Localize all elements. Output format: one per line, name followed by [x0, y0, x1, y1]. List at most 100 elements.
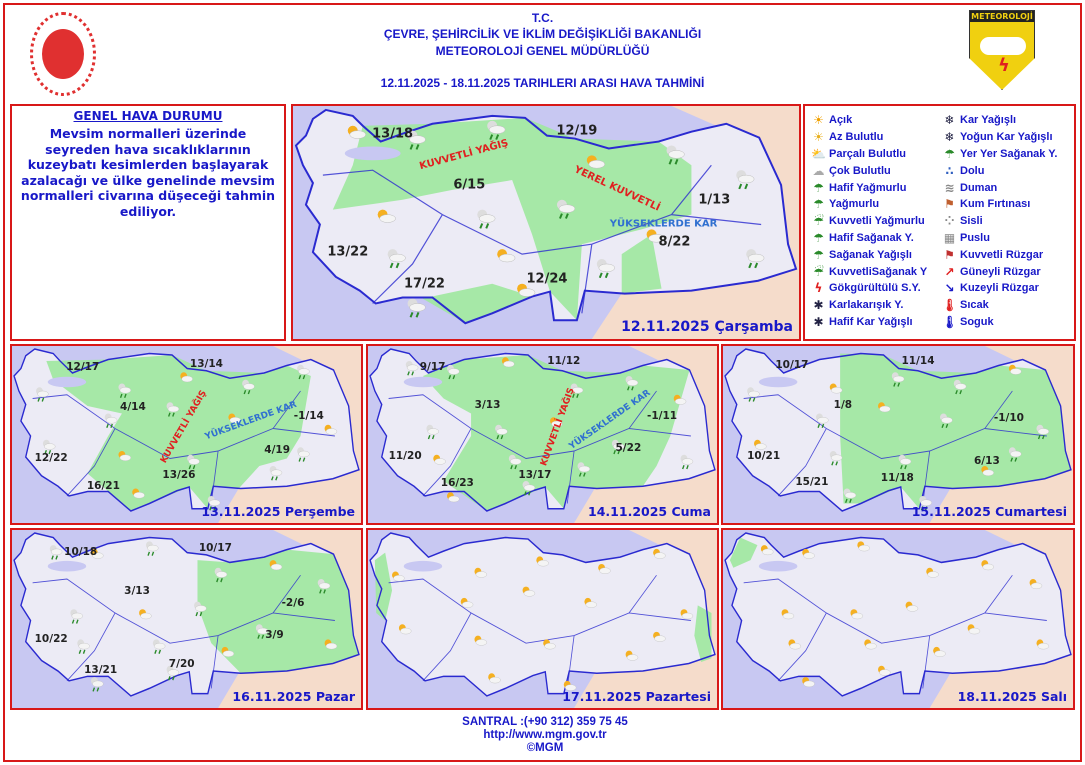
- temperature-label: 12/24: [526, 271, 568, 287]
- rain-weather-icon: [426, 424, 439, 440]
- legend-item: ∴ Dolu: [942, 162, 1068, 179]
- rain-weather-icon: [666, 145, 685, 165]
- legend-label: Dolu: [960, 164, 985, 177]
- legend-label: Karlakarışık Y.: [829, 299, 904, 312]
- header-ministry: ÇEVRE, ŞEHİRCİLİK VE İKLİM DEĞİŞİKLİĞİ B…: [383, 27, 702, 41]
- partly-cloudy-weather-icon: [1008, 364, 1022, 375]
- legend-item: ☂ Hafif Yağmurlu: [811, 179, 942, 196]
- legend-label: Az Bulutlu: [829, 131, 884, 144]
- rain-icon: ☂: [813, 197, 824, 212]
- cloudy-icon: ☁: [812, 163, 825, 178]
- legend-item: ✱ Karlakarışık Y.: [811, 297, 942, 314]
- rain-weather-icon: [166, 665, 180, 681]
- temperature-label: 10/17: [775, 359, 809, 372]
- legend-label: Hafif Yağmurlu: [829, 181, 907, 194]
- legend-item: ≋ Duman: [942, 179, 1068, 196]
- legend-item: ⚑ Kuvvetli Rüzgar: [942, 246, 1068, 263]
- legend-item: ⚑ Kum Fırtınası: [942, 196, 1068, 213]
- rain-weather-icon: [194, 601, 207, 617]
- rain-weather-icon: [577, 462, 591, 477]
- rain-weather-icon: [145, 541, 159, 556]
- cold-thermometer-icon: 🌡: [942, 314, 958, 329]
- rain-weather-icon: [242, 379, 255, 395]
- forecast-map-day-7: 18.11.2025 Salı: [721, 528, 1075, 710]
- rain-weather-icon: [736, 170, 755, 190]
- temperature-label: 11/20: [388, 450, 422, 463]
- precipitation-area: [332, 117, 692, 321]
- precipitation-area: [422, 355, 690, 511]
- map-date-label: 17.11.2025 Pazartesi: [562, 689, 711, 704]
- rain-weather-icon: [898, 454, 912, 470]
- rain-weather-icon: [1008, 447, 1022, 462]
- footer-url[interactable]: http://www.mgm.gov.tr: [483, 729, 607, 741]
- partly-cloudy-weather-icon: [584, 597, 597, 608]
- legend-label: Sisli: [960, 215, 983, 228]
- map-date-label: 18.11.2025 Salı: [957, 689, 1067, 704]
- map-date-label: 14.11.2025 Cuma: [588, 504, 711, 519]
- legend-item: ☔ Kuvvetli Yağmurlu: [811, 213, 942, 230]
- rain-weather-icon: [207, 496, 221, 511]
- partly-cloudy-weather-icon: [850, 609, 864, 620]
- rain-weather-icon: [255, 624, 269, 639]
- rain-weather-icon: [42, 439, 56, 455]
- temperature-label: 4/14: [120, 400, 146, 413]
- legend-item: ✱ Hafif Kar Yağışlı: [811, 314, 942, 331]
- turkey-land: [725, 533, 1071, 696]
- partly-cloudy-weather-icon: [221, 646, 235, 657]
- rain-weather-icon: [447, 364, 460, 380]
- rain-weather-icon: [166, 402, 180, 417]
- map-date-label: 12.11.2025 Çarşamba: [621, 319, 793, 335]
- temperature-label: 3/13: [474, 399, 501, 412]
- partly-cloudy-weather-icon: [864, 639, 877, 650]
- temperature-label: -1/10: [993, 412, 1024, 424]
- temperature-label: 10/17: [198, 542, 232, 555]
- temperature-label: 10/18: [64, 545, 98, 558]
- partly-cloudy-weather-icon: [324, 639, 338, 650]
- partly-cloudy-weather-icon: [180, 372, 193, 383]
- forecast-map-day-6: 17.11.2025 Pazartesi: [366, 528, 719, 710]
- light-shower-icon: ☂: [813, 230, 824, 245]
- sandstorm-icon: ⚑: [944, 197, 955, 212]
- legend-item: ❄ Kar Yağışlı: [942, 112, 1068, 129]
- rain-weather-icon: [36, 387, 49, 402]
- legend-label: Gökgürültülü S.Y.: [829, 282, 921, 295]
- temperature-label: 10/22: [34, 632, 68, 645]
- temperature-label: 16/23: [440, 477, 474, 490]
- legend-item: 🌡 Soguk: [942, 314, 1068, 331]
- region-borders: [743, 390, 1047, 504]
- snow-icon: ❄: [944, 113, 955, 128]
- legend-label: Açık: [829, 114, 853, 127]
- legend-label: Kuzeyli Rüzgar: [960, 282, 1039, 295]
- partly-cloudy-weather-icon: [802, 677, 815, 688]
- region-borders: [388, 390, 691, 504]
- partly-cloudy-weather-icon: [377, 209, 396, 223]
- marmara-sea: [344, 146, 401, 161]
- legend-item: ↘ Kuzeyli Rüzgar: [942, 280, 1068, 297]
- partly-cloudy-weather-icon: [474, 567, 488, 578]
- legend-label: KuvvetliSağanak Y: [829, 265, 928, 278]
- legend-label: Kuvvetli Yağmurlu: [829, 215, 925, 228]
- partly-cloudy-weather-icon: [433, 454, 446, 465]
- rain-weather-icon: [829, 451, 843, 466]
- rain-weather-icon: [508, 454, 522, 470]
- rain-weather-icon: [680, 454, 694, 470]
- footer-phone: SANTRAL :(+90 312) 359 75 45: [462, 716, 628, 728]
- partly-cloudy-weather-icon: [760, 545, 774, 556]
- turkey-border: [724, 532, 1072, 697]
- legend-label: Güneyli Rüzgar: [960, 265, 1041, 278]
- rain-weather-icon: [816, 413, 829, 429]
- legend-label: Duman: [960, 181, 998, 194]
- heavy-rain-icon: ☔: [813, 214, 824, 229]
- partly-cloudy-weather-icon: [802, 548, 815, 559]
- partly-cloudy-weather-icon: [653, 631, 666, 642]
- legend-item: ▦ Puslu: [942, 230, 1068, 247]
- rain-weather-icon: [214, 567, 228, 583]
- partly-cloudy-weather-icon: [324, 424, 338, 435]
- legend-item: ⛅ Parçalı Bulutlu: [811, 146, 942, 163]
- temperature-label: 12/17: [66, 361, 100, 373]
- partly-cloudy-weather-icon: [501, 357, 515, 368]
- general-weather-box: GENEL HAVA DURUMU Mevsim normalleri üzer…: [10, 104, 286, 341]
- partly-cloudy-weather-icon: [967, 624, 981, 635]
- partly-cloudy-weather-icon: [228, 413, 241, 424]
- turkey-border: [369, 348, 716, 512]
